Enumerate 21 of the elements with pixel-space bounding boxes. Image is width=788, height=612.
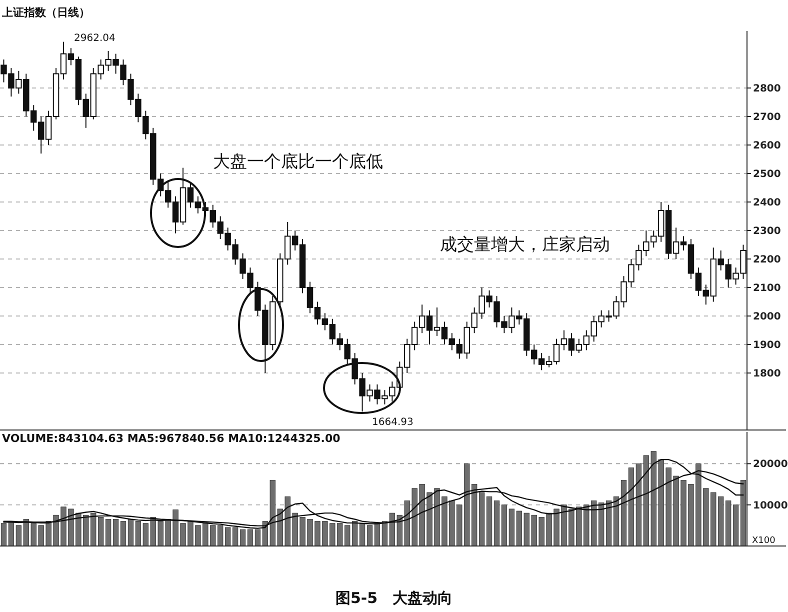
annotation: 大盘一个底比一个底低: [213, 152, 383, 172]
annotation: 1664.93: [372, 417, 414, 428]
annotation: 成交量增大，庄家启动: [440, 235, 610, 255]
y-tick-label: 2200: [753, 254, 781, 266]
annotation: 2962.04: [74, 33, 116, 44]
text: X100: [752, 536, 776, 546]
chart-title: 上证指数（日线）: [1, 6, 90, 19]
y-tick-label: 2100: [753, 283, 781, 294]
chart-title: VOLUME:843104.63 MA5:967840.56 MA10:1244325.00: [2, 432, 341, 445]
y-tick-label: 10000: [753, 500, 788, 512]
y-tick-label: 2400: [753, 198, 781, 208]
y-tick-label: 2000: [753, 312, 781, 322]
y-tick-label: 2800: [753, 84, 781, 94]
y-tick-label: 1800: [753, 368, 781, 380]
caption: 图5-5 大盘动向: [335, 589, 453, 607]
y-tick-label: 1900: [753, 340, 781, 351]
y-tick-label: 2600: [753, 140, 781, 152]
y-tick-label: 20000: [753, 459, 788, 470]
y-tick-label: 2300: [753, 226, 781, 237]
y-tick-label: 2700: [753, 112, 781, 123]
y-tick-label: 2500: [753, 169, 781, 180]
